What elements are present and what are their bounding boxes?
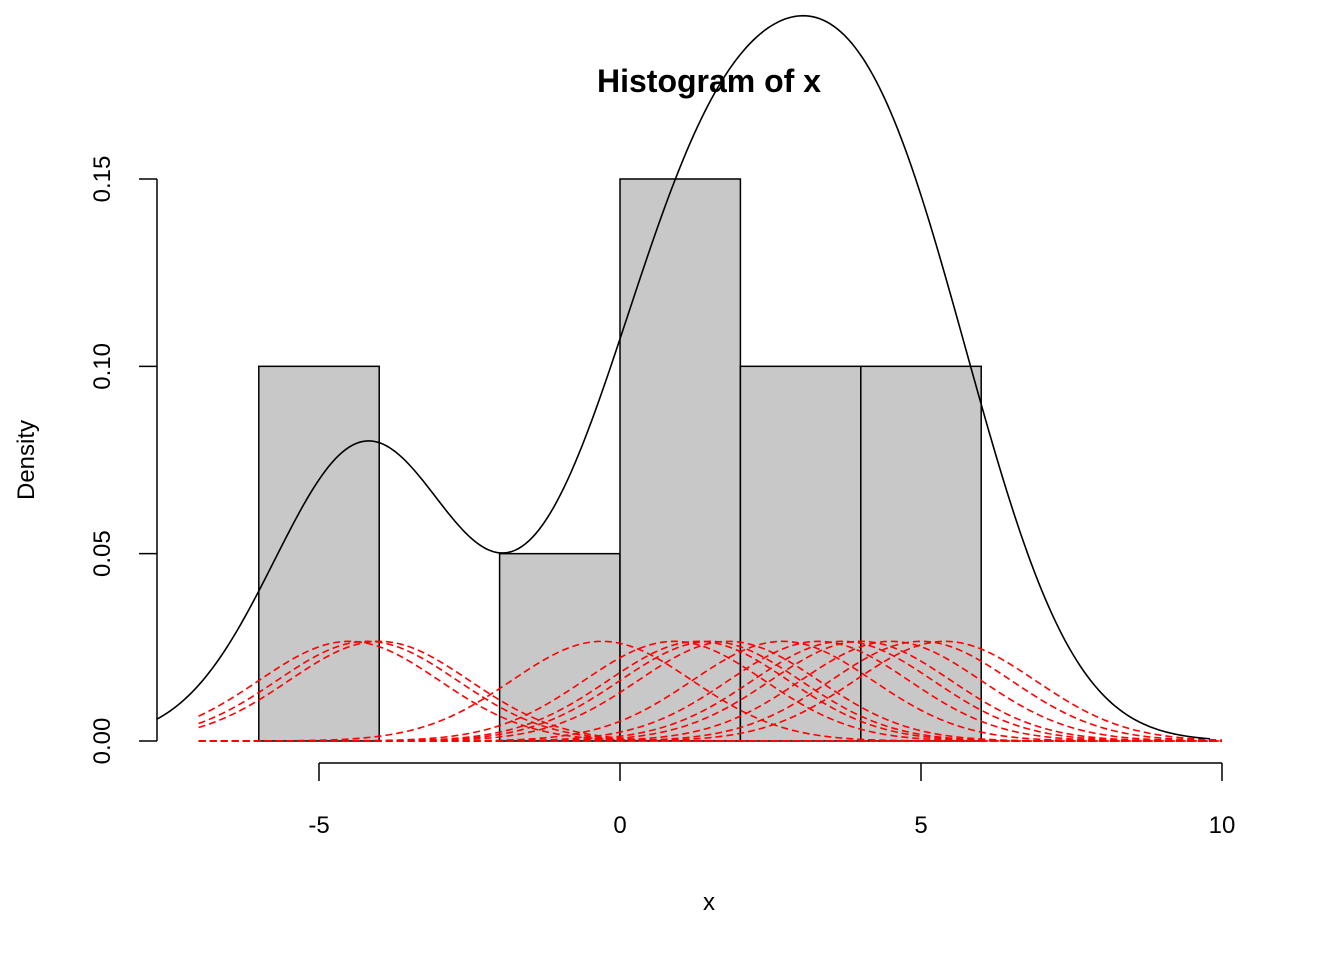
x-tick-label: -5 (308, 812, 329, 839)
y-tick-label: 0.15 (89, 156, 116, 203)
y-axis: 0.00 0.05 0.10 0.15 (89, 156, 158, 765)
x-axis-label: x (703, 889, 715, 916)
x-tick-label: 10 (1209, 812, 1236, 839)
histogram-bar (739, 365, 862, 742)
x-axis: -5 0 5 10 (308, 762, 1236, 839)
density-curve (156, 14, 1211, 740)
kernel-curves (198, 640, 1223, 742)
kernel-curve (198, 640, 1222, 742)
histogram-bars (258, 178, 982, 742)
histogram-bar (860, 365, 982, 742)
x-tick-label: 0 (613, 812, 626, 839)
kernel-curve (198, 640, 1223, 742)
y-tick-label: 0.10 (89, 343, 116, 390)
kernel-curve (198, 640, 1222, 742)
histogram-bar (619, 178, 742, 742)
histogram-bar (498, 552, 621, 742)
histogram-bar (258, 365, 380, 742)
x-tick-label: 5 (914, 812, 927, 839)
y-tick-label: 0.05 (89, 530, 116, 577)
y-tick-label: 0.00 (89, 718, 116, 765)
chart-title: Histogram of x (597, 63, 821, 99)
y-axis-label: Density (13, 420, 40, 500)
